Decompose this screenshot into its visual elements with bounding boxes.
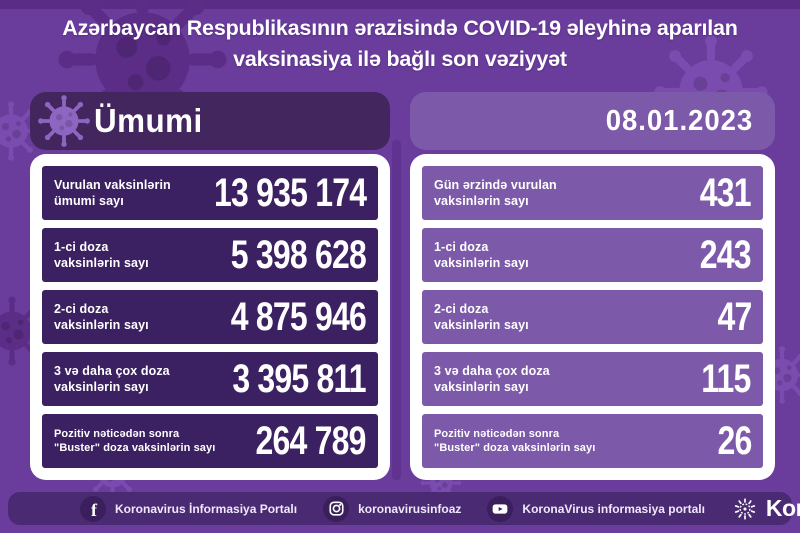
social-youtube-label: KoronaVirus informasiya portalı (522, 501, 705, 516)
social-youtube: KoronaVirus informasiya portalı (487, 495, 705, 522)
panel-daily-header: 08.01.2023 (410, 92, 775, 150)
stat-value: 115 (701, 356, 752, 401)
report-date: 08.01.2023 (605, 104, 753, 137)
stat-label: 2-ci doza vaksinlərin sayı (54, 301, 149, 332)
social-instagram-label: koronavirusinfoaz (358, 501, 462, 516)
stat-value: 3 395 811 (232, 356, 367, 401)
social-facebook: f Koronavirus İnformasiya Portalı (80, 495, 298, 522)
stat-label: Vurulan vaksinlərin ümumi sayı (54, 177, 171, 208)
stat-label: Gün ərzində vurulan vaksinlərin sayı (434, 177, 557, 208)
social-facebook-label: Koronavirus İnformasiya Portalı (115, 501, 298, 516)
stat-row: 3 və daha çox doza vaksinlərin sayı 115 (422, 352, 763, 406)
stat-label: Pozitiv nəticədən sonra "Buster" doza va… (434, 427, 596, 454)
brand-name: KoronaVirus (765, 495, 800, 521)
youtube-icon (487, 495, 514, 522)
stat-value: 26 (717, 418, 752, 463)
page-title-line1: Azərbaycan Respublikasının ərazisində CO… (62, 16, 738, 40)
stat-row: 1-ci doza vaksinlərin sayı 243 (422, 228, 763, 282)
page-title-line2: vaksinasiya ilə bağlı son vəziyyət (233, 46, 567, 71)
stat-value: 264 789 (255, 418, 367, 463)
stat-row: Gün ərzində vurulan vaksinlərin sayı 431 (422, 166, 763, 220)
stat-label: 3 və daha çox doza vaksinlərin sayı (434, 363, 550, 394)
stat-row: 2-ci doza vaksinlərin sayı 47 (422, 290, 763, 344)
facebook-icon: f (80, 495, 106, 522)
stat-value: 47 (717, 294, 752, 339)
stat-value: 431 (700, 170, 752, 215)
stat-row: Pozitiv nəticədən sonra "Buster" doza va… (422, 414, 763, 468)
stat-label: 1-ci doza vaksinlərin sayı (434, 239, 529, 270)
svg-text:f: f (91, 500, 98, 520)
stat-label: Pozitiv nəticədən sonra "Buster" doza va… (54, 427, 216, 454)
virus-icon (37, 94, 91, 148)
panel-daily: 08.01.2023 Gün ərzində vurulan vaksinlər… (410, 92, 775, 480)
panel-daily-body: Gün ərzində vurulan vaksinlərin sayı 431… (410, 154, 775, 480)
page-title: Azərbaycan Respublikasının ərazisində CO… (0, 13, 800, 74)
stat-row: 2-ci doza vaksinlərin sayı 4 875 946 (42, 290, 378, 344)
stat-label: 2-ci doza vaksinlərin sayı (434, 301, 529, 332)
stat-row: Pozitiv nəticədən sonra "Buster" doza va… (42, 414, 378, 468)
stat-row: 1-ci doza vaksinlərin sayı 5 398 628 (42, 228, 378, 282)
panel-total-title: Ümumi (94, 102, 203, 139)
virus-logo-icon (734, 497, 756, 520)
footer-bar: f Koronavirus İnformasiya Portalı korona… (8, 492, 800, 525)
panel-total-body: Vurulan vaksinlərin ümumi sayı 13 935 17… (30, 154, 390, 480)
stat-value: 5 398 628 (230, 232, 367, 277)
stat-label: 1-ci doza vaksinlərin sayı (54, 239, 149, 270)
stat-value: 243 (700, 232, 752, 277)
stat-row: 3 və daha çox doza vaksinlərin sayı 3 39… (42, 352, 378, 406)
stat-row: Vurulan vaksinlərin ümumi sayı 13 935 17… (42, 166, 378, 220)
instagram-icon (323, 495, 350, 522)
stat-label: 3 və daha çox doza vaksinlərin sayı (54, 363, 170, 394)
panel-total: Ümumi Vurulan vaksinlərin ümumi sayı 13 … (30, 92, 390, 480)
social-instagram: koronavirusinfoaz (323, 495, 462, 522)
stat-value: 4 875 946 (230, 294, 367, 339)
stat-value: 13 935 174 (213, 170, 367, 215)
panel-total-header: Ümumi (30, 92, 390, 150)
